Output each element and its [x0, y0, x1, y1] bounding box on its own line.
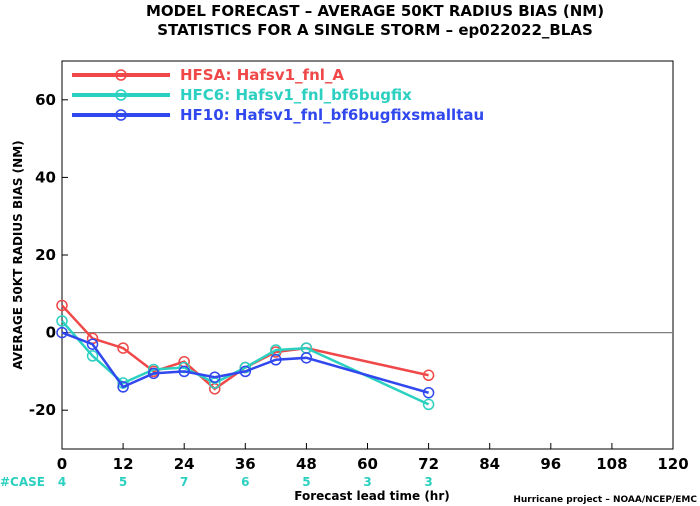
data-point	[86, 350, 99, 362]
series-layer	[56, 299, 435, 411]
case-count: 5	[302, 475, 310, 489]
case-count: 3	[424, 475, 432, 489]
data-point	[300, 352, 313, 364]
legend-label: HFSA: Hafsv1_fnl_A	[180, 66, 344, 84]
case-count: 7	[180, 475, 188, 489]
x-axis-label: Forecast lead time (hr)	[294, 489, 450, 503]
series-line-2	[61, 331, 429, 394]
y-tick-label: 20	[35, 246, 56, 264]
x-tick-label: 60	[357, 455, 378, 473]
x-tick-label: 36	[235, 455, 256, 473]
legend-label: HFC6: Hafsv1_fnl_bf6bugfix	[180, 86, 412, 104]
data-point	[56, 315, 68, 327]
x-tick-label: 0	[57, 455, 67, 473]
data-point	[56, 326, 68, 339]
credit-text: Hurricane project – NOAA/NCEP/EMC	[513, 495, 697, 505]
legend-label: HF10: Hafsv1_fnl_bf6bugfixsmalltau	[180, 106, 484, 124]
case-count: 5	[119, 475, 127, 489]
case-label: #CASE	[0, 475, 45, 489]
data-point	[422, 369, 435, 382]
y-tick-label: -20	[29, 401, 56, 419]
legend-swatch-marker	[115, 69, 127, 81]
y-tick-label: 40	[35, 168, 56, 186]
x-tick-label: 96	[540, 455, 561, 473]
legend: HFSA: Hafsv1_fnl_A HFC6: Hafsv1_fnl_bf6bu…	[72, 66, 484, 124]
x-axis: 0 12 24 36 48 60 72 84 96 108 120	[57, 443, 689, 473]
case-count: 4	[58, 475, 66, 489]
data-point	[270, 354, 282, 366]
y-axis: -20 0 20 40 60	[29, 91, 68, 419]
x-tick-label: 120	[657, 455, 688, 473]
data-point	[422, 398, 435, 411]
legend-swatch-marker	[115, 89, 127, 101]
y-tick-label: 60	[35, 91, 56, 109]
x-tick-label: 72	[418, 455, 439, 473]
x-tick-label: 108	[596, 455, 627, 473]
data-point	[86, 338, 99, 350]
x-tick-label: 84	[479, 455, 500, 473]
y-tick-label: 0	[46, 324, 56, 342]
x-tick-label: 24	[174, 455, 195, 473]
data-point	[147, 367, 160, 380]
case-count: 6	[241, 475, 249, 489]
data-point	[209, 371, 221, 383]
y-axis-label: AVERAGE 50KT RADIUS BIAS (NM)	[11, 140, 25, 369]
case-count: 3	[363, 475, 371, 489]
chart-subtitle: STATISTICS FOR A SINGLE STORM – ep022022…	[157, 21, 593, 39]
case-counts: 4 5 7 6 5 3 3	[58, 475, 433, 489]
data-point	[178, 365, 190, 378]
data-point	[117, 381, 129, 393]
chart-title: MODEL FORECAST – AVERAGE 50KT RADIUS BIA…	[146, 2, 604, 20]
data-point	[117, 342, 129, 354]
data-point	[56, 299, 68, 312]
data-point	[239, 365, 252, 378]
data-point	[422, 386, 435, 399]
x-tick-label: 12	[113, 455, 134, 473]
x-tick-label: 48	[296, 455, 317, 473]
legend-swatch-marker	[115, 109, 127, 121]
